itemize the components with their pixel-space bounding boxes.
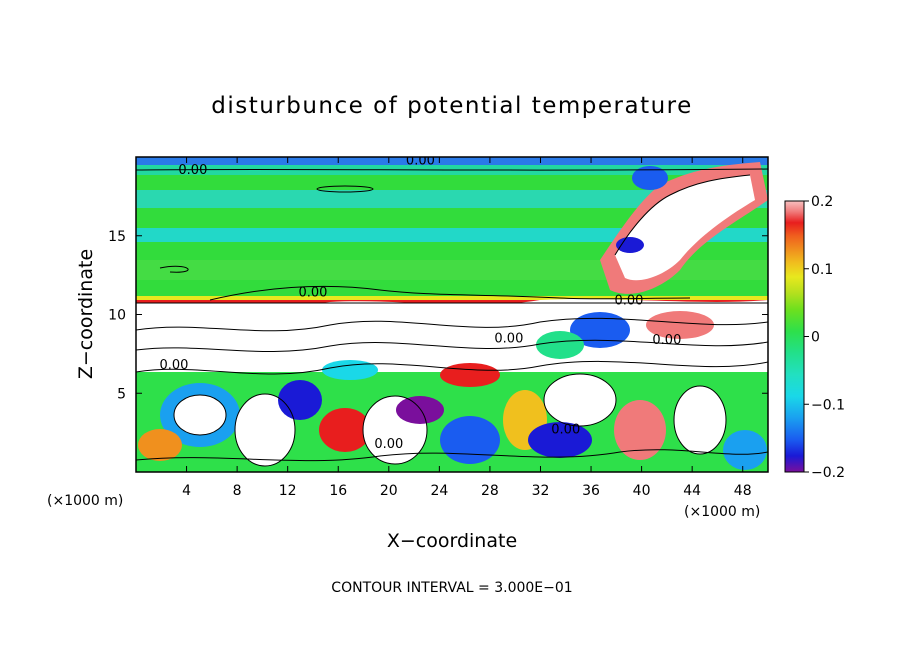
colorbar-tick-label: 0.2 (811, 194, 833, 210)
colorbar-ramp (784, 200, 805, 473)
x-tick-label: 24 (430, 483, 448, 499)
colorbar-tick-label: −0.1 (811, 397, 845, 413)
contour-label: 0.00 (551, 423, 580, 438)
y-tick-label: 10 (108, 308, 126, 324)
contour-label: 0.00 (159, 358, 188, 373)
y-tick-label: 15 (108, 229, 126, 245)
contour-label: 0.00 (406, 153, 435, 168)
heatmap-field: 0.00 0.00 0.00 0.00 0.00 0.00 0.00 0.00 0.00 (136, 153, 768, 472)
contour-label: 0.00 (614, 293, 643, 308)
x-tick-label: 12 (279, 483, 297, 499)
x-axis: 4 8 12 16 20 24 28 32 36 40 44 48 (182, 157, 752, 499)
y-tick-label: 5 (117, 386, 126, 402)
contour-label: 0.00 (178, 163, 207, 178)
colorbar-tick-label: 0.1 (811, 262, 833, 278)
x-tick-label: 20 (380, 483, 398, 499)
x-tick-label: 44 (683, 483, 701, 499)
y-axis: 5 10 15 (108, 229, 768, 402)
turbulence-blobs (136, 299, 768, 472)
colorbar-tick-label: 0 (811, 330, 820, 346)
x-tick-label: 36 (582, 483, 600, 499)
x-tick-label: 48 (734, 483, 752, 499)
colorbar-tick-label: −0.2 (811, 465, 845, 481)
contour-label: 0.00 (298, 286, 327, 301)
upper-right-disturbance (600, 162, 768, 294)
contour-label: 0.00 (652, 333, 681, 348)
x-unit-right: (×1000 m) (684, 504, 760, 520)
x-tick-label: 32 (532, 483, 550, 499)
contour-label: 0.00 (374, 437, 403, 452)
colorbar: 0.2 0.1 0 −0.1 −0.2 (784, 194, 845, 481)
chart-title: disturbunce of potential temperature (211, 93, 693, 119)
x-unit-left: (×1000 m) (47, 493, 123, 509)
y-axis-label: Z−coordinate (75, 249, 97, 379)
x-tick-label: 28 (481, 483, 499, 499)
x-tick-label: 40 (633, 483, 651, 499)
x-tick-label: 4 (182, 483, 191, 499)
contour-interval-note: CONTOUR INTERVAL = 3.000E−01 (331, 580, 572, 596)
x-tick-label: 8 (233, 483, 242, 499)
x-axis-label: X−coordinate (387, 530, 517, 552)
contour-lines (136, 157, 768, 467)
contour-label: 0.00 (494, 331, 523, 346)
x-tick-label: 16 (329, 483, 347, 499)
